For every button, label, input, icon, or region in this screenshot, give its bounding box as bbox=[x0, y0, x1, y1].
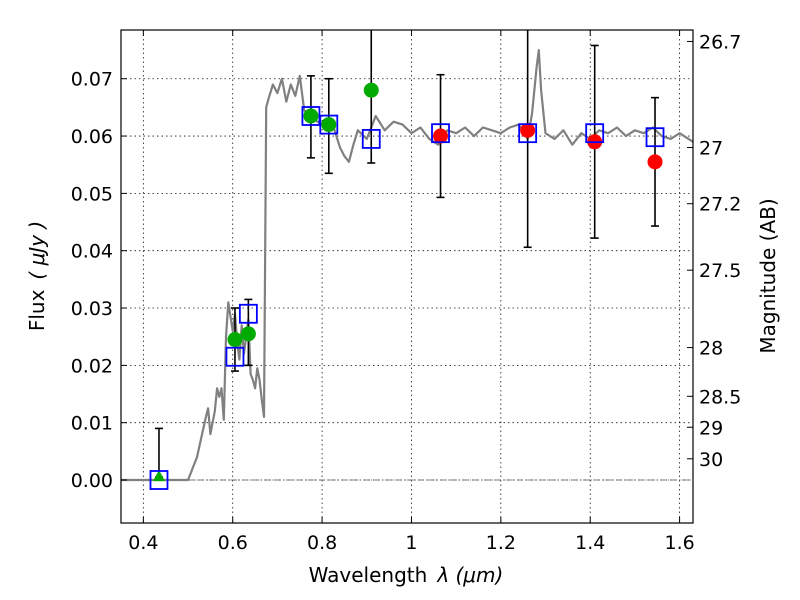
green-triangle-point bbox=[152, 470, 165, 482]
plot-frame bbox=[120, 29, 694, 524]
x-axis-label-text: Wavelength bbox=[309, 563, 428, 587]
red-data-point bbox=[647, 154, 663, 170]
y2-tick-label: 26.7 bbox=[699, 31, 741, 53]
y2-tick-label: 27.5 bbox=[699, 260, 741, 282]
x-axis-label-math: λ (μm) bbox=[436, 563, 503, 587]
y-tick-label: 0.00 bbox=[71, 470, 113, 492]
y-tick-label: 0.05 bbox=[71, 183, 113, 205]
model-box-marker bbox=[361, 129, 381, 149]
y-axis-label-math: ( μJy ) bbox=[25, 221, 49, 280]
y-tick-label: 0.03 bbox=[71, 298, 113, 320]
x-tick-label: 1.2 bbox=[486, 532, 516, 554]
y-axis-label-text: Flux bbox=[25, 289, 49, 331]
model-box-marker bbox=[585, 123, 605, 144]
x-tick-label: 0.6 bbox=[218, 532, 248, 554]
y2-tick-label: 28 bbox=[699, 338, 723, 360]
red-data-point bbox=[520, 122, 536, 138]
x-tick-layer: 0.4 0.6 0.8 1 1.2 1.4 1.6 bbox=[128, 30, 695, 554]
model-box-marker bbox=[431, 123, 450, 144]
y-axis-label: Flux ( μJy ) bbox=[25, 221, 49, 331]
green-data-point bbox=[363, 82, 379, 98]
green-data-point bbox=[227, 332, 243, 348]
y-tick-label: 0.06 bbox=[71, 126, 113, 148]
red-data-point bbox=[433, 128, 449, 144]
x-tick-label: 0.4 bbox=[128, 532, 158, 554]
green-data-point bbox=[321, 117, 337, 133]
y2-tick-label: 30 bbox=[699, 449, 723, 471]
x-axis-label: Wavelength λ (μm) bbox=[309, 563, 504, 587]
marker-layer bbox=[152, 82, 663, 482]
model-box-marker bbox=[518, 123, 538, 144]
x-tick-label: 0.8 bbox=[307, 532, 337, 554]
x-tick-label: 1.4 bbox=[575, 532, 605, 554]
model-box-marker bbox=[225, 346, 245, 367]
box-marker-layer bbox=[149, 106, 665, 490]
y-tick-label: 0.07 bbox=[71, 69, 113, 91]
model-box-marker bbox=[238, 303, 258, 324]
y-tick-layer: 0.00 0.01 0.02 0.03 0.04 0.05 0.06 0.07 bbox=[71, 69, 127, 492]
y2-axis-label: Magnitude (AB) bbox=[756, 198, 780, 353]
green-data-point bbox=[303, 108, 319, 124]
y-tick-label: 0.02 bbox=[71, 355, 113, 377]
model-box-marker bbox=[149, 470, 169, 490]
y2-tick-label: 27 bbox=[699, 138, 723, 160]
y-tick-label: 0.01 bbox=[71, 413, 113, 435]
y2-tick-label: 29 bbox=[699, 417, 723, 439]
green-data-point bbox=[240, 326, 256, 342]
model-spectrum-layer bbox=[121, 48, 694, 482]
grid-layer bbox=[121, 30, 693, 523]
y2-tick-layer: 26.7 27 27.2 27.5 28 28.5 29 30 bbox=[687, 31, 741, 471]
y2-tick-label: 27.2 bbox=[699, 194, 741, 216]
y-tick-label: 0.04 bbox=[71, 241, 113, 263]
model-box-marker bbox=[645, 127, 665, 148]
x-tick-label: 1 bbox=[405, 532, 417, 554]
model-box-marker bbox=[319, 114, 339, 135]
model-spectrum-line bbox=[121, 48, 694, 482]
y2-tick-label: 28.5 bbox=[699, 386, 741, 408]
x-tick-label: 1.6 bbox=[664, 532, 694, 554]
error-bar-layer bbox=[154, 30, 660, 478]
